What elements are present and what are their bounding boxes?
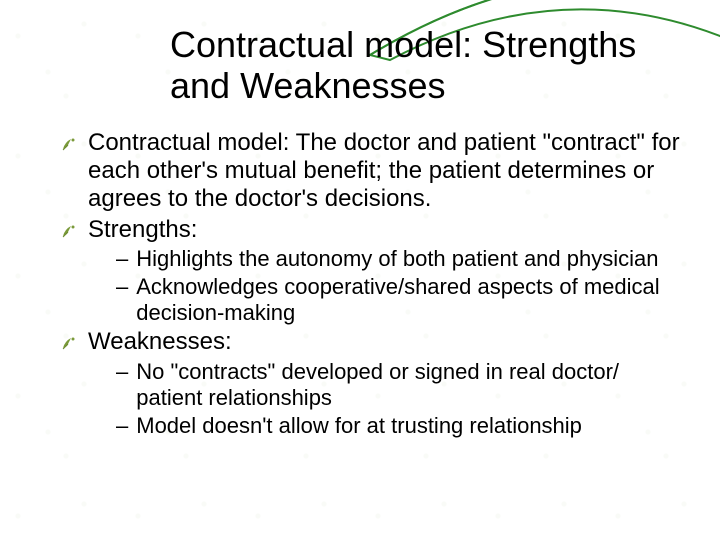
sub-bullet-text: No "contracts" developed or signed in re… [136, 359, 690, 411]
bullet-text: Weaknesses: [88, 328, 232, 356]
slide-title: Contractual model: Strengths and Weaknes… [170, 24, 680, 107]
sub-bullet-item: – No "contracts" developed or signed in … [116, 359, 690, 411]
dash-icon: – [116, 359, 128, 385]
sub-bullet-item: – Highlights the autonomy of both patien… [116, 246, 690, 272]
leaf-bullet-icon [60, 222, 78, 240]
bullet-item: Weaknesses: [60, 328, 690, 356]
sub-bullet-text: Acknowledges cooperative/shared aspects … [136, 274, 690, 326]
leaf-bullet-icon [60, 334, 78, 352]
bullet-item: Strengths: [60, 216, 690, 244]
leaf-bullet-icon [60, 135, 78, 153]
sub-bullet-item: – Model doesn't allow for at trusting re… [116, 413, 690, 439]
content-area: Contractual model: The doctor and patien… [0, 115, 720, 439]
bullet-text: Strengths: [88, 216, 197, 244]
bullet-text: Contractual model: The doctor and patien… [88, 129, 690, 214]
title-block: Contractual model: Strengths and Weaknes… [0, 0, 720, 115]
dash-icon: – [116, 413, 128, 439]
sub-bullet-text: Highlights the autonomy of both patient … [136, 246, 658, 272]
dash-icon: – [116, 246, 128, 272]
bullet-item: Contractual model: The doctor and patien… [60, 129, 690, 214]
dash-icon: – [116, 274, 128, 300]
sub-bullet-text: Model doesn't allow for at trusting rela… [136, 413, 582, 439]
sub-bullet-item: – Acknowledges cooperative/shared aspect… [116, 274, 690, 326]
